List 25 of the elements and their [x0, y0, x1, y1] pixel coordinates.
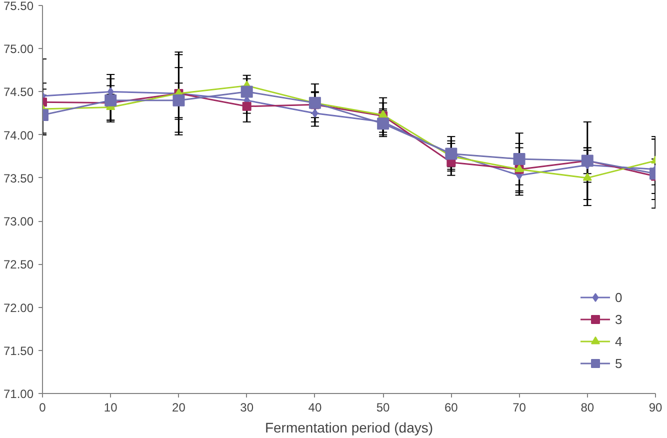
- x-tick-label: 60: [444, 400, 458, 414]
- x-tick-label: 20: [172, 400, 186, 414]
- y-tick-label: 72.50: [3, 258, 34, 272]
- y-tick-label: 71.50: [3, 344, 34, 358]
- y-tick-label: 73.00: [3, 214, 34, 229]
- x-axis-title: Fermentation period (days): [264, 420, 434, 436]
- x-tick-label: 10: [104, 400, 118, 414]
- x-tick-label: 0: [39, 400, 46, 414]
- y-tick-label: 74.50: [3, 85, 34, 100]
- x-tick-label: 50: [376, 400, 390, 414]
- x-tick-label: 90: [648, 400, 662, 414]
- x-tick-label: 40: [308, 400, 322, 414]
- y-tick-label: 75.00: [3, 42, 34, 56]
- y-tick-label: 73.50: [3, 171, 34, 186]
- y-tick-label: 75.50: [3, 0, 34, 13]
- legend-label: 3: [615, 312, 624, 326]
- y-tick-label: 72.00: [3, 300, 34, 315]
- y-tick-label: 71.00: [3, 387, 34, 401]
- legend-label: 4: [615, 334, 624, 348]
- legend-label: 5: [615, 356, 624, 370]
- legend-label: 0: [615, 290, 624, 304]
- x-tick-label: 70: [512, 400, 526, 414]
- y-tick-label: 74.00: [3, 128, 34, 142]
- x-tick-label: 30: [240, 400, 254, 414]
- x-tick-label: 80: [580, 400, 594, 414]
